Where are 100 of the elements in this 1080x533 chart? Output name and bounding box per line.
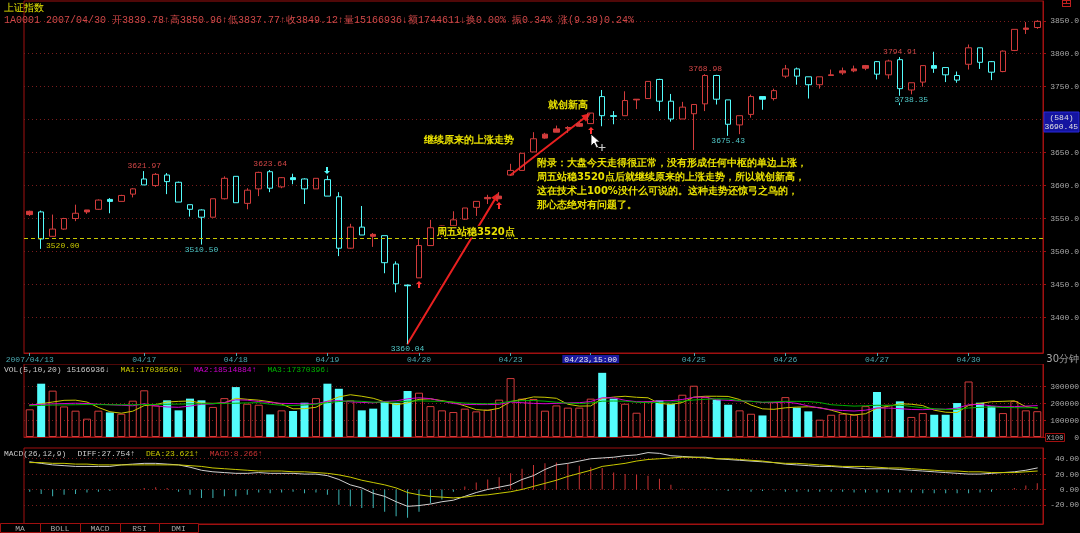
bar [735, 410, 744, 437]
bar [1010, 401, 1019, 437]
y-tick-label: 0.00 [1059, 484, 1080, 494]
bar [678, 394, 687, 437]
bar [518, 398, 527, 437]
bar [998, 413, 1007, 437]
bar [529, 398, 538, 437]
bar [747, 413, 756, 437]
bar [231, 387, 240, 437]
bar [827, 414, 836, 437]
series-label: DEA:23.621↑ [146, 448, 199, 458]
annotation: MACD [90, 523, 110, 533]
y-tick-label: 40.00 [1054, 454, 1080, 464]
bar [403, 390, 412, 437]
bar [334, 388, 343, 437]
y-tick-label: 100000 [1050, 415, 1080, 425]
bar [128, 400, 137, 437]
bar [415, 392, 424, 437]
bar [174, 410, 183, 437]
bar [769, 402, 778, 437]
y-tick-label: 0 [1074, 432, 1080, 442]
bar [907, 416, 916, 437]
bar [1021, 410, 1030, 437]
bar [357, 410, 366, 437]
bar [94, 410, 103, 437]
bar [655, 400, 664, 437]
y-tick-label: 300000 [1050, 381, 1080, 391]
bar [82, 418, 91, 437]
chart-title: VOL(5,10,20) 15166936↓ [4, 364, 110, 374]
y-tick-label: 20.00 [1054, 469, 1080, 479]
series-label: DIFF:27.754↑ [77, 448, 136, 458]
bar [311, 398, 320, 437]
bar [792, 407, 801, 437]
bar [472, 411, 481, 437]
bar [197, 400, 206, 437]
bar [117, 413, 126, 437]
bar [838, 413, 847, 437]
bar [861, 406, 870, 437]
bar [483, 409, 492, 437]
bar [208, 406, 217, 437]
bar [392, 403, 401, 437]
bar [37, 383, 46, 437]
bar [987, 406, 996, 437]
bar [918, 413, 927, 437]
bar [621, 403, 630, 437]
bar [25, 409, 34, 437]
bar [266, 414, 275, 437]
bar [495, 399, 504, 437]
bar [850, 414, 859, 437]
bar [60, 406, 69, 437]
bar [140, 390, 149, 437]
bar [1033, 411, 1042, 437]
bar [872, 392, 881, 437]
bar [895, 401, 904, 437]
bar [666, 403, 675, 437]
bar [781, 397, 790, 437]
bar [380, 401, 389, 437]
text: MA1:17036560↓ [120, 364, 184, 374]
bar [254, 404, 263, 437]
bar [437, 410, 446, 437]
bar [804, 411, 813, 437]
bar [449, 412, 458, 437]
annotation: MA [15, 523, 25, 533]
y-tick-label: 200000 [1050, 398, 1080, 408]
bar [701, 397, 710, 437]
bar [815, 419, 824, 437]
annotation: DMI [171, 523, 186, 533]
bar [689, 385, 698, 437]
text: MA3:17370396↓ [267, 364, 330, 374]
bar [277, 410, 286, 437]
annotation: RSI [132, 523, 147, 533]
annotation: BOLL [50, 523, 70, 533]
bar [540, 410, 549, 437]
bar [632, 412, 641, 437]
bar [643, 401, 652, 437]
bar [712, 399, 721, 437]
bar [976, 402, 985, 437]
line-series [29, 456, 1038, 499]
chart-title: MACD(26,12,9) [4, 448, 67, 458]
bar [598, 372, 607, 437]
bar [724, 404, 733, 437]
bar [563, 407, 572, 437]
bar [289, 411, 298, 437]
bar [941, 414, 950, 437]
bar [105, 412, 114, 437]
y-tick-label: -20.00 [1050, 500, 1080, 510]
bar [964, 381, 973, 437]
text: MA2:18514884↑ [194, 364, 257, 374]
bar [586, 398, 595, 437]
bar [758, 415, 767, 437]
bar [575, 407, 584, 437]
bar [426, 406, 435, 437]
bar [220, 398, 229, 437]
bar [460, 408, 469, 437]
bar [151, 405, 160, 437]
bar [369, 408, 378, 437]
bar [552, 405, 561, 437]
bar [930, 414, 939, 437]
text: MACD:8.266↑ [209, 448, 263, 458]
bar [346, 400, 355, 437]
